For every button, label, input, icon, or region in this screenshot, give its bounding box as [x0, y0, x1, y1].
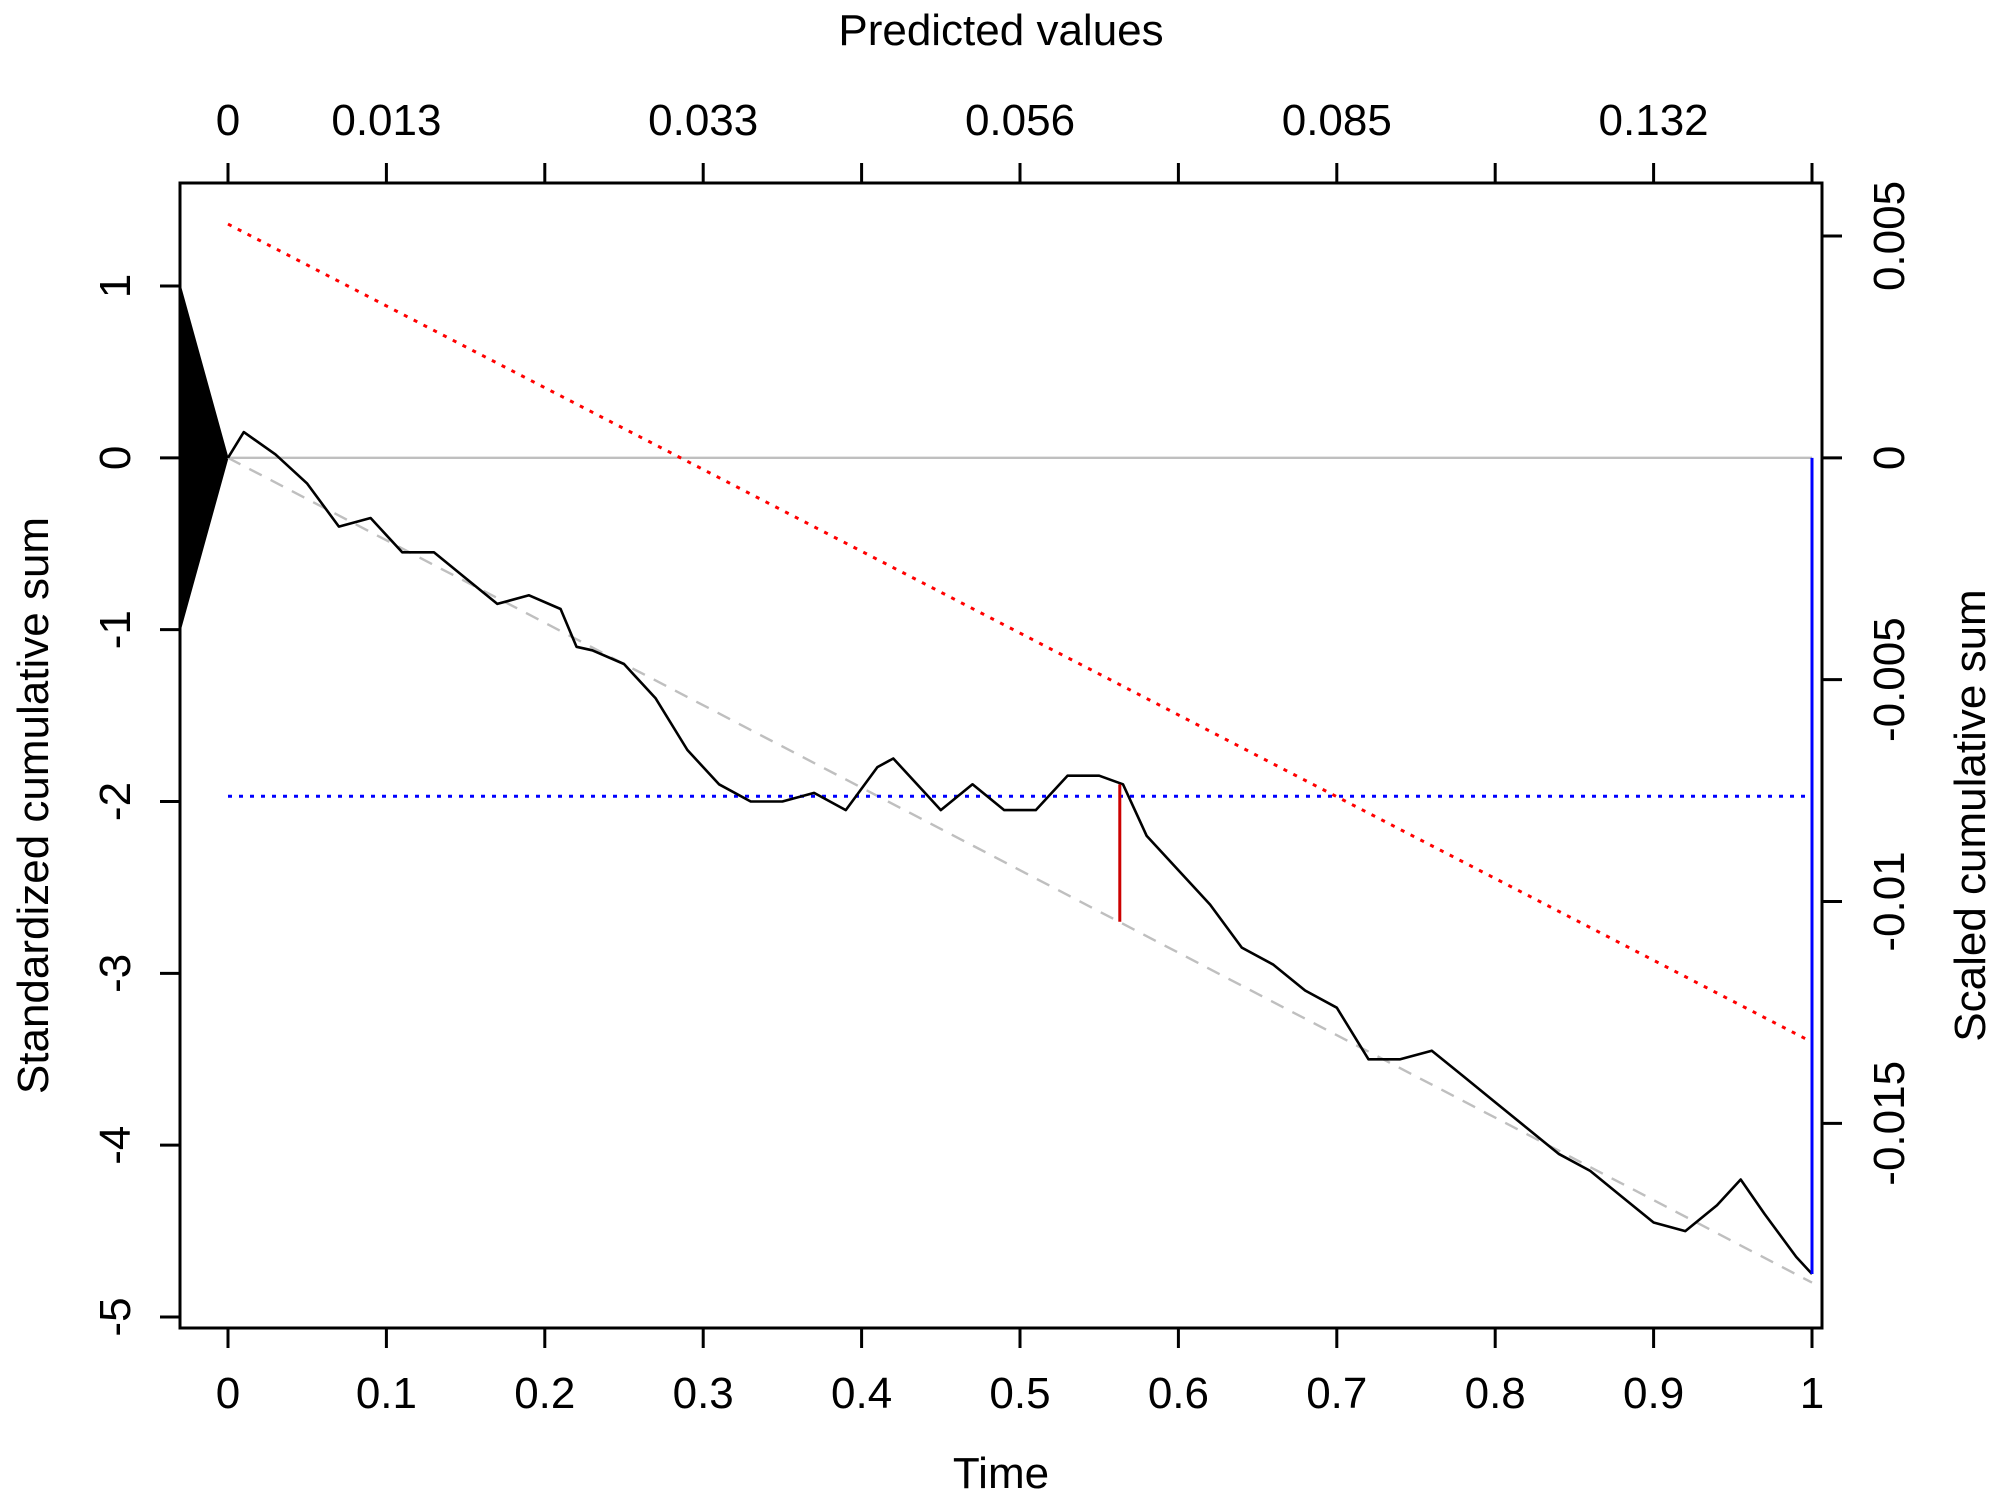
y-tick-label: -1 — [91, 610, 140, 649]
top-tick-label: 0.033 — [648, 96, 758, 145]
y-tick-label: 1 — [91, 274, 140, 298]
x-tick-label: 0.2 — [514, 1369, 575, 1418]
series-line-0 — [226, 430, 1813, 1275]
series-line-1 — [227, 456, 1813, 1284]
top-tick-label: 0 — [216, 96, 240, 145]
y-tick-label: 0 — [91, 446, 140, 470]
x-axis-title: Time — [953, 1449, 1049, 1498]
y-tick-label: -3 — [91, 954, 140, 993]
axes: 0 0.1 0.2 0.3 0.4 0.5 0.6 0.7 0.8 0.9 1 0 0.013 0.033… — [91, 96, 1914, 1418]
top-tick-label: 0.132 — [1599, 96, 1709, 145]
top-tick-label: 0.056 — [965, 96, 1075, 145]
y-axis-title: Standardized cumulative sum — [9, 517, 58, 1094]
top-tick-label: 0.013 — [331, 96, 441, 145]
x-tick-label: 0.1 — [356, 1369, 417, 1418]
x-tick-label: 0.5 — [989, 1369, 1050, 1418]
right-tick-label: -0.005 — [1865, 617, 1914, 742]
confidence-triangle — [179, 285, 229, 630]
x-tick-label: 0.4 — [831, 1369, 892, 1418]
right-axis-title: Scaled cumulative sum — [1946, 589, 1995, 1041]
right-tick-label: -0.01 — [1865, 851, 1914, 951]
top-tick-label: 0.085 — [1282, 96, 1392, 145]
y-tick-label: -5 — [91, 1297, 140, 1336]
x-tick-label: 0.9 — [1623, 1369, 1684, 1418]
x-tick-label: 0.8 — [1465, 1369, 1526, 1418]
series-line-3 — [227, 222, 1813, 1044]
y-tick-label: -4 — [91, 1126, 140, 1165]
x-tick-label: 0.3 — [673, 1369, 734, 1418]
x-tick-label: 0.7 — [1306, 1369, 1367, 1418]
x-tick-label: 0.6 — [1148, 1369, 1209, 1418]
right-tick-label: -0.015 — [1865, 1061, 1914, 1186]
top-axis-title: Predicted values — [838, 6, 1163, 55]
right-tick-label: 0 — [1865, 446, 1914, 470]
y-tick-label: -2 — [91, 782, 140, 821]
plot-frame — [178, 181, 1824, 1330]
x-tick-label: 1 — [1800, 1369, 1824, 1418]
data-lines — [179, 222, 1814, 1284]
x-tick-label: 0 — [216, 1369, 240, 1418]
right-tick-label: 0.005 — [1865, 181, 1914, 291]
